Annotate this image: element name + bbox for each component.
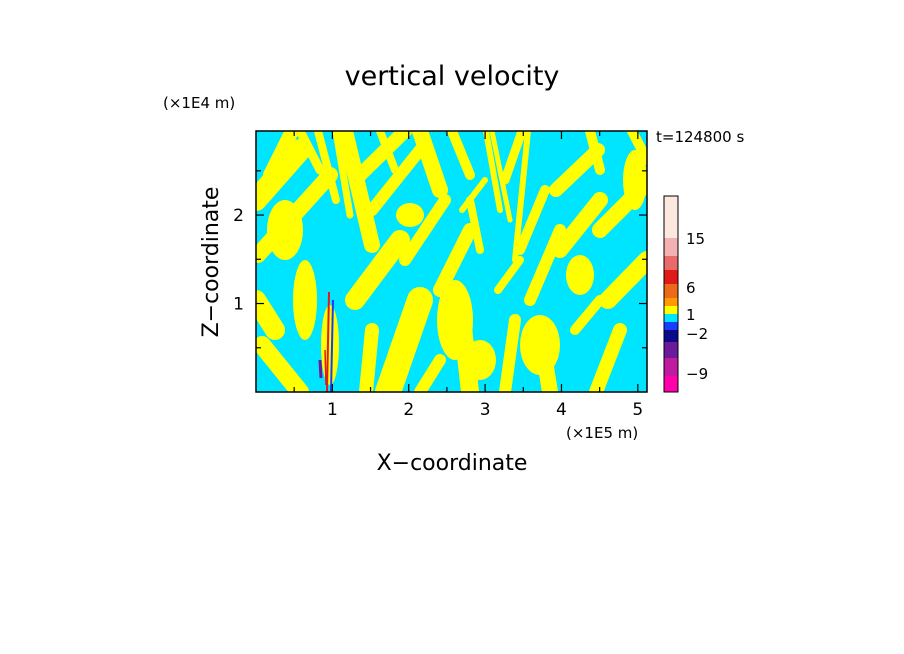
field-blob xyxy=(464,340,496,380)
field-streak xyxy=(337,131,380,253)
y-tick-label: 1 xyxy=(233,295,244,315)
field-blob xyxy=(623,150,647,210)
field-blob xyxy=(520,315,560,375)
y-axis-title: Z−coordinate xyxy=(199,187,224,338)
field-streak xyxy=(399,194,451,266)
colorbar-swatch xyxy=(664,256,678,270)
colorbar-swatch xyxy=(664,358,678,376)
field-streak xyxy=(263,131,299,182)
colorbar-swatch xyxy=(664,330,678,342)
field-streak xyxy=(366,144,426,216)
field-streak xyxy=(459,177,488,213)
colorbar-swatch xyxy=(664,376,678,392)
field-streak xyxy=(414,354,446,392)
colorbar-swatch xyxy=(664,306,678,314)
field-streak xyxy=(295,131,325,175)
x-unit-label: (×1E5 m) xyxy=(566,424,638,442)
y-tick-label: 2 xyxy=(233,206,244,226)
field-streak xyxy=(375,287,433,392)
field-streak xyxy=(499,314,521,392)
convective-plume xyxy=(324,349,327,386)
field-streak xyxy=(447,131,475,180)
colorbar-swatch xyxy=(664,342,678,358)
field-streak xyxy=(483,131,503,213)
colorbar-label: 6 xyxy=(686,279,696,297)
field-streak xyxy=(314,131,340,204)
chart-title: vertical velocity xyxy=(345,61,560,92)
field-streak xyxy=(433,223,477,297)
field-streak xyxy=(489,131,513,223)
convective-plume xyxy=(326,291,330,392)
field-streak xyxy=(376,131,399,174)
x-axis-title: X−coordinate xyxy=(377,451,528,476)
x-tick-label: 3 xyxy=(480,400,491,420)
field-streak xyxy=(332,131,354,219)
time-label: t=124800 s xyxy=(656,128,744,146)
field-streak xyxy=(552,192,608,258)
field-blob xyxy=(293,260,317,340)
field-streak xyxy=(353,131,412,182)
x-tick-label: 2 xyxy=(403,400,414,420)
field-streak xyxy=(256,336,309,392)
field-streak xyxy=(500,131,527,185)
field-blob xyxy=(396,203,424,227)
x-tick-label: 1 xyxy=(327,400,338,420)
colorbar-swatch xyxy=(664,298,678,306)
field-streak xyxy=(570,295,605,335)
colorbar: 15 6 1−2 −9 xyxy=(663,195,708,393)
field-streak xyxy=(494,256,524,294)
colorbar-frame xyxy=(663,195,679,393)
field-streak xyxy=(359,323,379,392)
colorbar-swatch xyxy=(664,196,678,238)
colorbar-label: 15 xyxy=(686,230,705,248)
convective-plume xyxy=(330,299,334,392)
velocity-field xyxy=(256,131,647,392)
plot-frame xyxy=(255,130,648,393)
field-streak xyxy=(524,224,566,306)
field-blob xyxy=(321,305,339,385)
field-streak xyxy=(515,185,550,255)
field-streak xyxy=(256,290,285,340)
colorbar-label: −2 xyxy=(686,325,708,343)
colorbar-swatch xyxy=(664,314,678,322)
convective-plume xyxy=(318,359,323,379)
field-streak xyxy=(549,143,605,197)
field-streak xyxy=(345,230,410,310)
field-blob xyxy=(267,200,303,260)
field-streak xyxy=(585,131,605,175)
colorbar-swatch xyxy=(664,238,678,256)
field-streak xyxy=(466,196,484,254)
field-streak xyxy=(412,131,448,198)
colorbar-swatch xyxy=(664,284,678,298)
field-streak xyxy=(589,323,627,392)
field-streak xyxy=(627,131,647,165)
x-tick-label: 5 xyxy=(632,400,643,420)
colorbar-swatch xyxy=(664,270,678,284)
colorbar-label: 1 xyxy=(686,306,696,324)
field-streak xyxy=(599,251,647,309)
plot-area xyxy=(256,131,647,392)
field-blob xyxy=(437,280,473,360)
colorbar-swatch xyxy=(664,322,678,330)
colorbar-label: −9 xyxy=(686,365,708,383)
field-streak xyxy=(256,139,311,211)
field-streak xyxy=(512,131,531,263)
y-unit-label: (×1E4 m) xyxy=(163,94,235,112)
x-tick-label: 4 xyxy=(556,400,567,420)
axis-ticks: 1 2 3 4 5 1 2 xyxy=(233,131,647,420)
field-blob xyxy=(566,255,594,295)
